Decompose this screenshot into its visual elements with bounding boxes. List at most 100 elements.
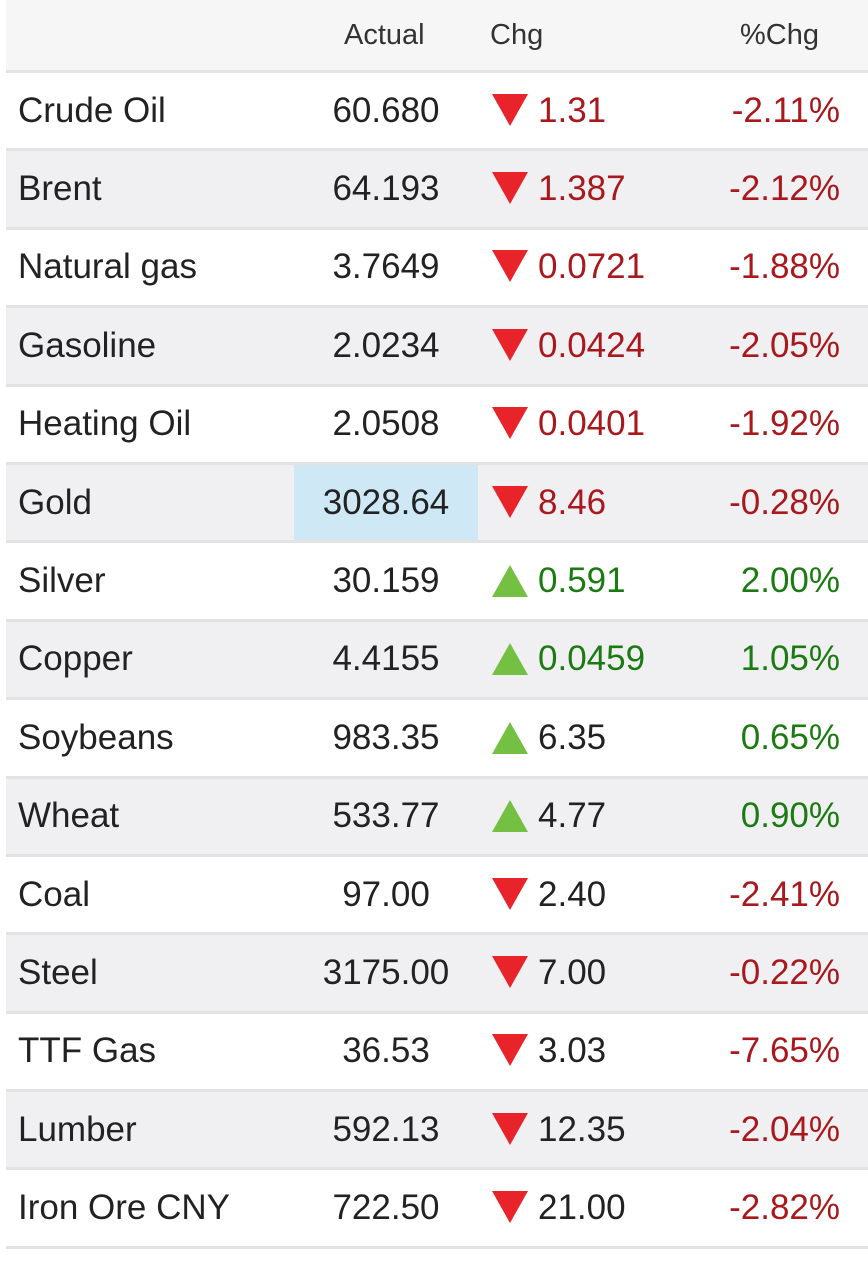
commodity-name[interactable]: TTF Gas [18,1031,157,1071]
percent-change-value: 0.65% [740,717,840,757]
actual-value: 2.0508 [332,404,440,444]
commodity-name[interactable]: Iron Ore CNY [18,1188,230,1228]
commodities-table: Actual Chg %Chg Crude Oil 60.680 1.31 -2.11… [6,0,868,1249]
table-row[interactable]: Gasoline 2.0234 0.0424 -2.05% [6,308,868,387]
triangle-up-icon [492,721,528,754]
commodity-name[interactable]: Heating Oil [18,404,192,444]
header-actual[interactable]: Actual [344,19,425,51]
percent-change-value: -1.92% [729,404,840,444]
table-row[interactable]: TTF Gas 36.53 3.03 -7.65% [6,1013,868,1093]
percent-change-value: -2.04% [729,1109,840,1149]
table-row[interactable]: Crude Oil 60.680 1.31 -2.11% [6,73,868,152]
table-header: Actual Chg %Chg [6,0,868,73]
table-row[interactable]: Steel 3175.00 7.00 -0.22% [6,935,868,1014]
actual-value: 722.50 [332,1188,440,1228]
table-row[interactable]: Gold 3028.64 8.46 -0.28% [6,464,868,544]
commodity-name[interactable]: Silver [18,561,106,601]
change-value: 7.00 [538,952,607,992]
change-value: 12.35 [538,1109,626,1149]
percent-change-value: -7.65% [729,1031,840,1071]
actual-value: 4.4155 [332,639,440,679]
actual-value: 36.53 [342,1031,430,1071]
commodity-name[interactable]: Steel [18,952,98,992]
table-row[interactable]: Wheat 533.77 4.77 0.90% [6,778,868,857]
table-row[interactable]: Brent 64.193 1.387 -2.12% [6,151,868,230]
actual-value: 3.7649 [332,247,440,287]
header-pct-chg[interactable]: %Chg [740,19,819,51]
percent-change-value: 2.00% [740,561,840,601]
actual-cell: 983.35 [294,700,478,775]
change-value: 21.00 [538,1188,626,1228]
table-row[interactable]: Silver 30.159 0.591 2.00% [6,543,868,622]
actual-cell: 36.53 [294,1014,478,1089]
triangle-down-icon [492,407,528,440]
actual-value: 2.0234 [332,325,440,365]
commodity-name[interactable]: Brent [18,169,102,209]
actual-cell: 64.193 [294,151,478,226]
percent-change-value: -1.88% [729,247,840,287]
triangle-down-icon [492,1112,528,1145]
change-value: 0.0459 [538,639,646,679]
table-row[interactable]: Copper 4.4155 0.0459 1.05% [6,621,868,701]
change-value: 0.591 [538,561,626,601]
change-value: 0.0721 [538,247,646,287]
table-row[interactable]: Coal 97.00 2.40 -2.41% [6,856,868,936]
actual-cell: 3.7649 [294,230,478,305]
triangle-down-icon [492,93,528,126]
header-chg[interactable]: Chg [490,19,544,51]
actual-value: 533.77 [332,796,440,836]
actual-cell: 2.0234 [294,308,478,383]
triangle-down-icon [492,250,528,283]
commodity-name[interactable]: Lumber [18,1109,137,1149]
percent-change-value: 1.05% [740,639,840,679]
actual-cell: 533.77 [294,779,478,854]
commodity-name[interactable]: Gasoline [18,325,157,365]
actual-cell: 30.159 [294,543,478,618]
actual-value: 30.159 [332,561,440,601]
actual-cell: 4.4155 [294,622,478,697]
triangle-down-icon [492,955,528,988]
percent-change-value: -2.41% [729,874,840,914]
commodity-name[interactable]: Wheat [18,796,120,836]
table-row[interactable]: Soybeans 983.35 6.35 0.65% [6,700,868,779]
commodity-name[interactable]: Copper [18,639,133,679]
change-value: 2.40 [538,874,607,914]
commodity-name[interactable]: Gold [18,482,92,522]
actual-value: 97.00 [342,874,430,914]
change-value: 1.387 [538,169,626,209]
actual-value: 592.13 [332,1109,440,1149]
triangle-down-icon [492,1191,528,1224]
percent-change-value: -0.28% [729,482,840,522]
table-row[interactable]: Heating Oil 2.0508 0.0401 -1.92% [6,386,868,465]
change-value: 4.77 [538,796,607,836]
actual-value: 3028.64 [322,482,450,522]
triangle-down-icon [492,328,528,361]
triangle-up-icon [492,643,528,676]
change-value: 6.35 [538,717,607,757]
table-row[interactable]: Iron Ore CNY 722.50 21.00 -2.82% [6,1170,868,1249]
triangle-down-icon [492,1034,528,1067]
triangle-down-icon [492,172,528,205]
percent-change-value: -2.11% [731,90,840,130]
actual-cell: 3028.64 [294,464,478,541]
change-value: 0.0401 [538,404,646,444]
percent-change-value: 0.90% [740,796,840,836]
change-value: 0.0424 [538,325,646,365]
commodity-name[interactable]: Crude Oil [18,90,166,130]
triangle-up-icon [492,800,528,833]
actual-cell: 722.50 [294,1170,478,1245]
actual-cell: 2.0508 [294,387,478,462]
actual-cell: 592.13 [294,1092,478,1167]
triangle-up-icon [492,565,528,598]
table-row[interactable]: Lumber 592.13 12.35 -2.04% [6,1092,868,1171]
percent-change-value: -2.82% [729,1188,840,1228]
actual-cell: 97.00 [294,857,478,932]
triangle-down-icon [492,877,528,910]
change-value: 1.31 [538,90,607,130]
actual-cell: 3175.00 [294,935,478,1010]
actual-cell: 60.680 [294,73,478,148]
table-row[interactable]: Natural gas 3.7649 0.0721 -1.88% [6,229,868,309]
commodity-name[interactable]: Soybeans [18,717,174,757]
commodity-name[interactable]: Natural gas [18,247,197,287]
commodity-name[interactable]: Coal [18,874,90,914]
